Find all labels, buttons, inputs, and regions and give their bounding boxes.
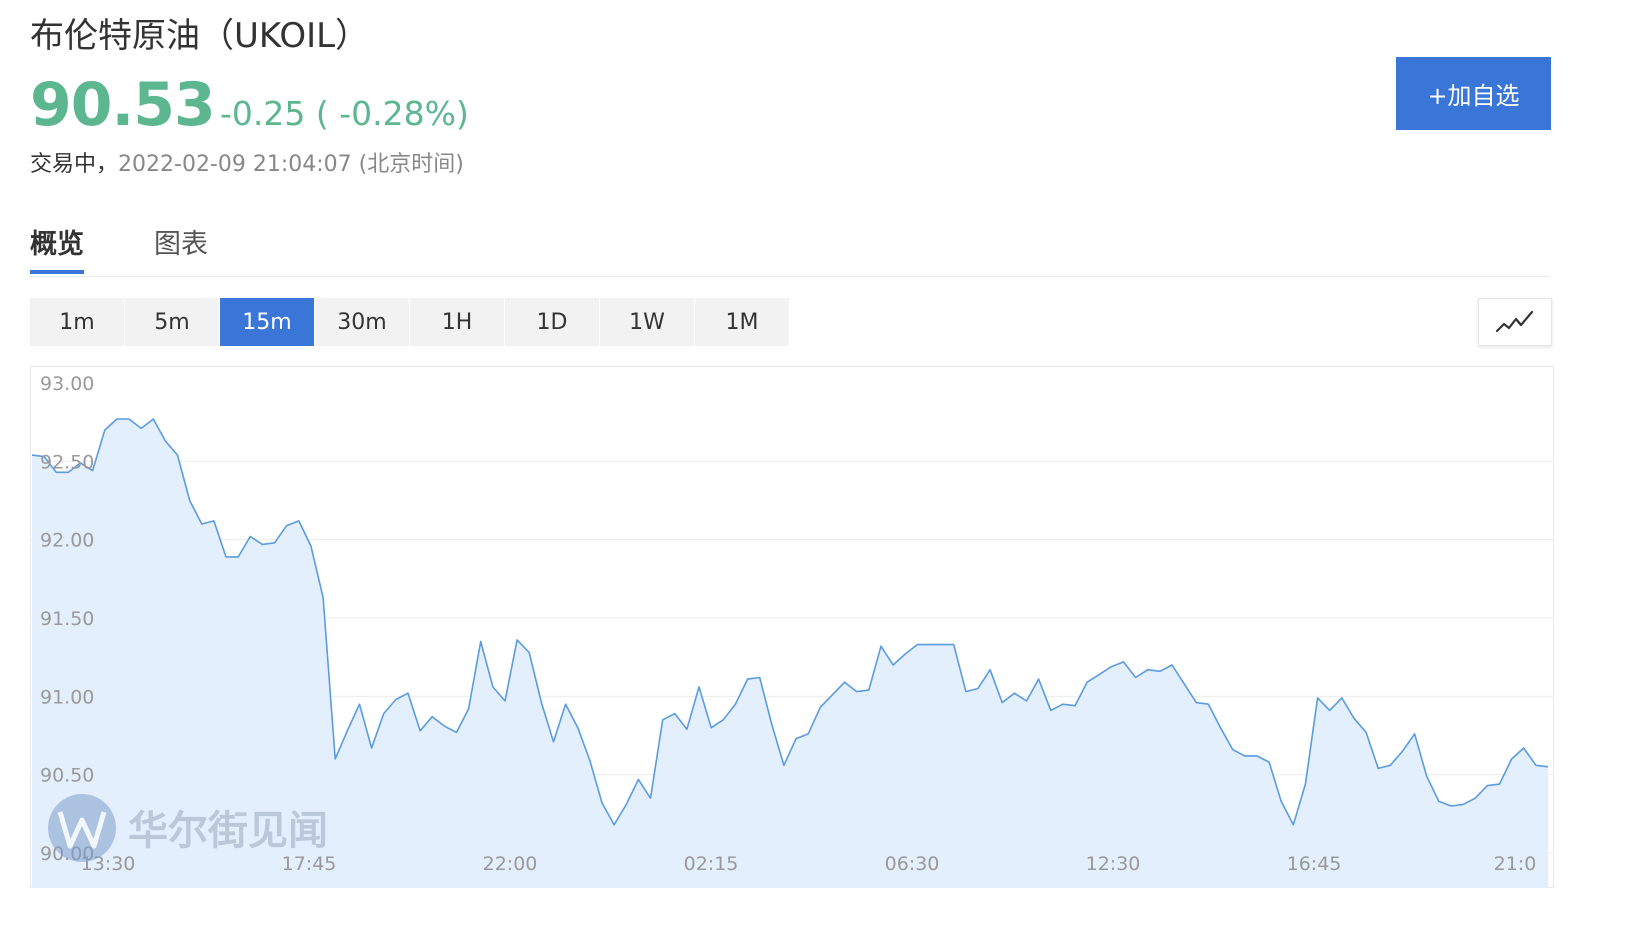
chart-type-button[interactable] [1478, 298, 1552, 346]
period-5m[interactable]: 5m [125, 298, 219, 346]
period-30m[interactable]: 30m [315, 298, 409, 346]
period-1D[interactable]: 1D [505, 298, 599, 346]
y-tick-label: 90.50 [40, 765, 94, 787]
trading-status: 交易中， [30, 152, 119, 177]
watermark-w-glyph [57, 811, 107, 849]
y-tick-label: 93.00 [40, 373, 94, 395]
price-change: -0.25 ( -0.28%) [220, 94, 469, 133]
view-tabs: 概览 图表 [30, 218, 1550, 277]
market-status-line: 交易中，2022-02-09 21:04:07 (北京时间) [30, 146, 464, 178]
x-tick-label: 21:0 [1494, 853, 1537, 875]
instrument-title: 布伦特原油（UKOIL） [30, 16, 370, 56]
x-tick-label: 06:30 [885, 853, 940, 875]
x-tick-label: 02:15 [684, 853, 739, 875]
x-tick-label: 22:00 [483, 853, 538, 875]
tab-chart[interactable]: 图表 [154, 229, 208, 260]
price-area-fill [32, 419, 1548, 888]
tab-overview[interactable]: 概览 [30, 229, 84, 260]
period-15m[interactable]: 15m [220, 298, 314, 346]
line-chart-icon [1495, 310, 1534, 333]
period-1W[interactable]: 1W [600, 298, 694, 346]
x-tick-label: 16:45 [1287, 853, 1342, 875]
watermark-logo: 华尔街见闻 [48, 794, 328, 862]
period-1m[interactable]: 1m [30, 298, 124, 346]
active-tab-indicator [30, 270, 84, 274]
watermark-text: 华尔街见闻 [128, 807, 328, 854]
y-tick-label: 92.50 [40, 451, 94, 473]
x-tick-label: 17:45 [282, 853, 337, 875]
watermark-circle [48, 794, 116, 862]
quote-timestamp: 2022-02-09 21:04:07 (北京时间) [118, 152, 464, 177]
x-tick-label: 12:30 [1086, 853, 1141, 875]
add-to-watchlist-button[interactable]: +加自选 [1396, 57, 1551, 130]
y-tick-label: 91.50 [40, 608, 94, 630]
period-1H[interactable]: 1H [410, 298, 504, 346]
current-price: 90.53 [30, 70, 216, 140]
period-selector: 1m 5m 15m 30m 1H 1D 1W 1M [30, 298, 790, 346]
period-1M[interactable]: 1M [695, 298, 789, 346]
y-tick-label: 91.00 [40, 686, 94, 708]
price-line [31, 418, 1549, 826]
price-chart: 93.0092.5092.0091.5091.0090.5090.0013:30… [30, 366, 1554, 888]
y-tick-label: 92.00 [40, 530, 94, 552]
